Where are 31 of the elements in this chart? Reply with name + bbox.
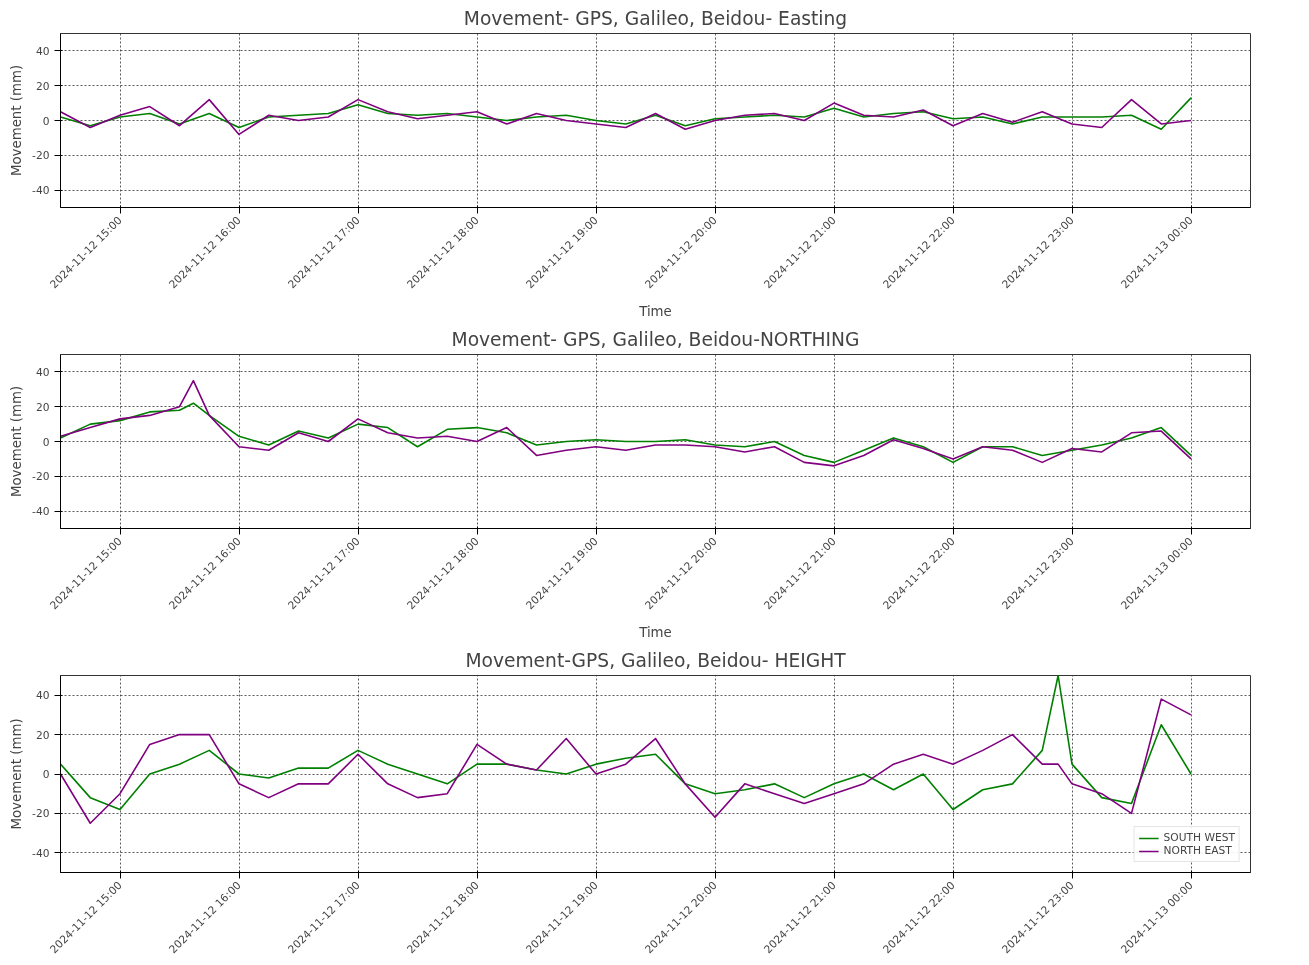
line-series <box>60 97 1192 130</box>
y-tick-label: 0 <box>42 768 50 781</box>
y-tick-label: -40 <box>32 505 50 519</box>
y-axis-title: Movement (mm) <box>9 64 25 177</box>
y-tick-label: 20 <box>35 400 50 414</box>
legend-label: SOUTH WEST <box>1163 831 1235 844</box>
chart-title: Movement- GPS, Galileo, Beidou- Easting <box>463 7 848 29</box>
y-axis-title: Movement (mm) <box>9 385 25 498</box>
y-tick-label: 0 <box>42 114 50 128</box>
y-tick-label: 40 <box>35 689 50 703</box>
x-axis-title: Time <box>638 303 672 319</box>
y-axis-title: Movement (mm) <box>9 718 25 830</box>
y-tick-label: -20 <box>32 149 50 163</box>
y-tick-label: -40 <box>32 184 50 198</box>
line-series <box>60 698 1192 825</box>
y-tick-label: 20 <box>35 728 50 742</box>
legend-label: NORTH EAST <box>1163 844 1232 857</box>
y-tick-label: 40 <box>35 44 50 58</box>
line-series <box>60 402 1192 464</box>
line-series <box>60 98 1192 136</box>
line-series <box>60 675 1192 811</box>
chart-title: Movement-GPS, Galileo, Beidou- HEIGHT <box>465 649 847 671</box>
y-tick-label: -40 <box>32 846 50 860</box>
x-axis-title: Time <box>638 624 672 640</box>
y-tick-label: 20 <box>35 79 50 93</box>
y-tick-label: 40 <box>35 365 50 379</box>
chart-title: Movement- GPS, Galileo, Beidou-NORTHING <box>451 328 860 350</box>
line-series <box>60 379 1192 467</box>
y-tick-label: 0 <box>42 435 50 449</box>
y-tick-label: -20 <box>32 470 50 484</box>
y-tick-label: -20 <box>32 807 50 821</box>
